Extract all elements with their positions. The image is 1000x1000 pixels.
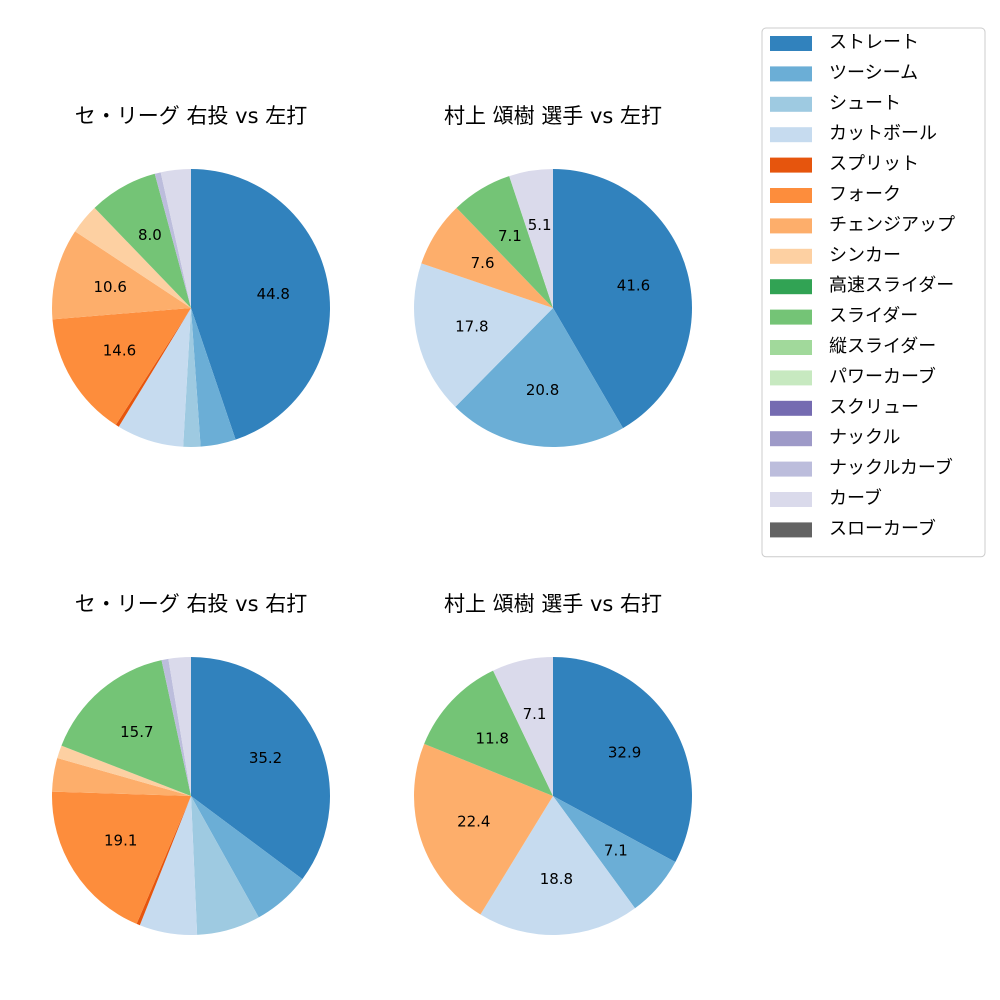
pie-slice <box>455 308 624 447</box>
legend-swatch <box>770 522 812 538</box>
pie-slice <box>52 231 191 320</box>
slice-label: 7.1 <box>523 705 547 723</box>
pie-slice <box>75 207 191 308</box>
slice-label: 32.9 <box>608 744 641 762</box>
legend-swatch <box>770 431 812 447</box>
legend-label: スクリュー <box>829 397 919 418</box>
legend-label: チェンジアップ <box>829 214 955 235</box>
legend-swatch <box>770 248 812 264</box>
legend-label: スライダー <box>829 306 918 327</box>
pie-slice <box>94 173 191 308</box>
slice-label: 15.7 <box>120 723 153 741</box>
slice-label: 5.1 <box>528 216 552 234</box>
pie-slice <box>136 796 191 926</box>
pie-slice <box>456 176 553 308</box>
slice-label: 20.8 <box>526 381 559 399</box>
pie-slice <box>154 172 191 308</box>
legend-label: シュート <box>829 93 901 114</box>
pie-slice <box>160 169 191 308</box>
legend-label: パワーカーブ <box>829 365 936 387</box>
legend-swatch <box>770 66 812 82</box>
pie-slice <box>553 657 693 862</box>
legend-label: ツーシーム <box>829 62 918 83</box>
slice-label: 18.8 <box>540 870 573 888</box>
pie-slice <box>191 657 330 880</box>
pie-slice <box>118 308 191 447</box>
slice-label: 14.6 <box>103 341 136 359</box>
pie-slice <box>413 263 553 407</box>
legend-label: ナックルカーブ <box>829 457 953 479</box>
legend-label: ナックル <box>829 427 900 448</box>
legend-label: 縦スライダー <box>829 336 936 357</box>
legend-label: カットボール <box>829 123 937 144</box>
slice-label: 35.2 <box>249 749 282 767</box>
pie-slice <box>421 207 553 308</box>
pie-slice <box>52 758 191 796</box>
legend-label: 高速スライダー <box>829 275 954 296</box>
pie-slice <box>139 796 198 936</box>
slice-label: 41.6 <box>617 277 650 295</box>
legend-swatch <box>770 461 812 477</box>
legend-swatch <box>770 188 812 203</box>
slice-label: 19.1 <box>104 831 137 849</box>
legend-label: スプリット <box>829 154 919 175</box>
slice-label: 7.6 <box>471 254 495 272</box>
pie-slice <box>183 308 201 447</box>
pie-slice <box>191 308 236 447</box>
legend-swatch <box>770 400 812 416</box>
pie-slice <box>161 658 191 796</box>
slice-label: 11.8 <box>476 729 509 747</box>
legend-swatch <box>770 340 812 355</box>
legend-swatch <box>770 279 812 295</box>
legend-swatch <box>770 218 812 234</box>
chart-title: 村上 頌樹 選手 vs 左打 <box>444 104 662 128</box>
legend-swatch <box>770 370 812 386</box>
legend-swatch <box>770 157 812 173</box>
pie-slice <box>553 169 692 429</box>
pie-slice <box>553 796 676 909</box>
chart-title: 村上 頌樹 選手 vs 右打 <box>444 592 662 616</box>
legend-swatch <box>770 127 812 143</box>
pie-slice <box>57 745 191 796</box>
pie-slice <box>493 657 553 796</box>
pie-slice <box>115 308 191 427</box>
pie-slice <box>424 670 553 796</box>
legend-swatch <box>770 36 812 51</box>
pie-slice <box>191 796 259 935</box>
pie-slice <box>509 169 553 308</box>
slice-label: 22.4 <box>457 813 490 831</box>
pie-slice <box>414 743 553 915</box>
legend-label: カーブ <box>829 487 882 509</box>
legend-label: スローカーブ <box>829 517 936 539</box>
legend-label: ストレート <box>829 32 919 53</box>
legend-box <box>761 27 986 558</box>
slice-label: 10.6 <box>94 278 127 296</box>
chart-title: セ・リーグ 右投 vs 右打 <box>75 592 307 616</box>
slice-label: 17.8 <box>455 318 488 336</box>
pie-slice <box>191 796 303 918</box>
pie-slice <box>94 207 191 308</box>
slice-label: 44.8 <box>257 285 290 303</box>
chart-title: セ・リーグ 右投 vs 左打 <box>75 104 307 128</box>
legend-label: シンカー <box>829 245 901 266</box>
legend-label: フォーク <box>829 184 901 205</box>
pie-slice <box>52 308 191 425</box>
pie-slice <box>480 796 635 935</box>
legend-swatch <box>770 309 812 325</box>
legend-swatch <box>770 96 812 112</box>
slice-label: 7.1 <box>498 227 522 245</box>
slice-label: 7.1 <box>604 841 628 859</box>
pie-slice <box>61 660 192 796</box>
pie-slice <box>168 657 191 796</box>
legend-swatch <box>770 492 812 507</box>
slice-label: 8.0 <box>138 226 162 244</box>
pie-slice <box>191 169 331 440</box>
pie-slice <box>52 791 192 924</box>
